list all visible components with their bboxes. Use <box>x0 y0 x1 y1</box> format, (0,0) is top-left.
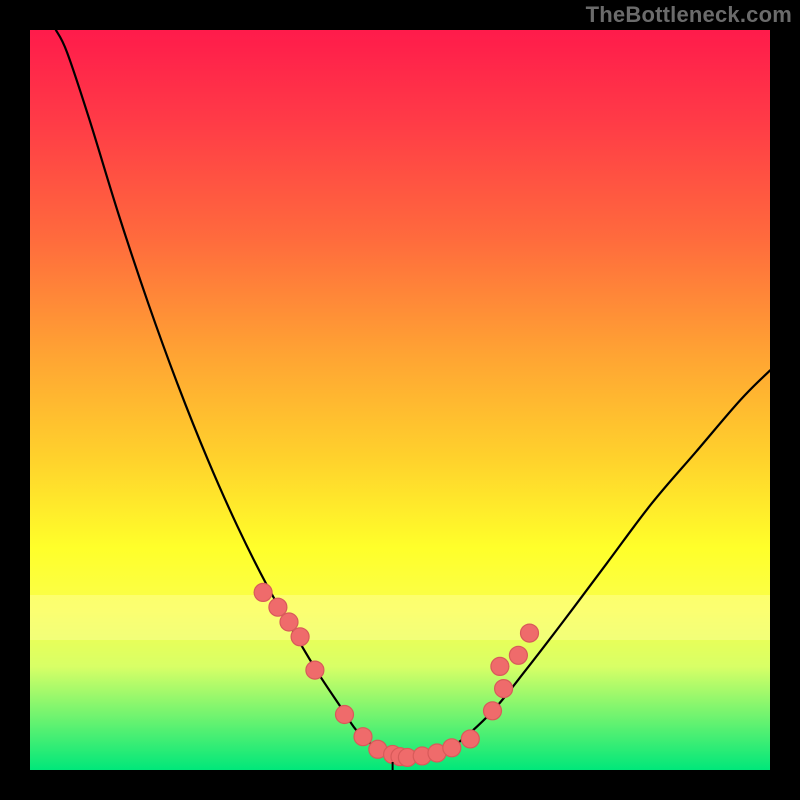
marker-point <box>280 613 298 631</box>
marker-point <box>254 583 272 601</box>
marker-point <box>484 702 502 720</box>
chart-stage: TheBottleneck.com <box>0 0 800 800</box>
marker-point <box>336 706 354 724</box>
marker-point <box>521 624 539 642</box>
marker-point <box>491 657 509 675</box>
marker-point <box>509 646 527 664</box>
marker-point <box>495 680 513 698</box>
marker-point <box>461 730 479 748</box>
marker-point <box>269 598 287 616</box>
marker-point <box>354 728 372 746</box>
marker-point <box>306 661 324 679</box>
bottleneck-curve <box>56 30 770 758</box>
marker-point <box>291 628 309 646</box>
marker-point <box>443 739 461 757</box>
watermark-text: TheBottleneck.com <box>586 2 792 28</box>
bottleneck-chart <box>0 0 800 800</box>
